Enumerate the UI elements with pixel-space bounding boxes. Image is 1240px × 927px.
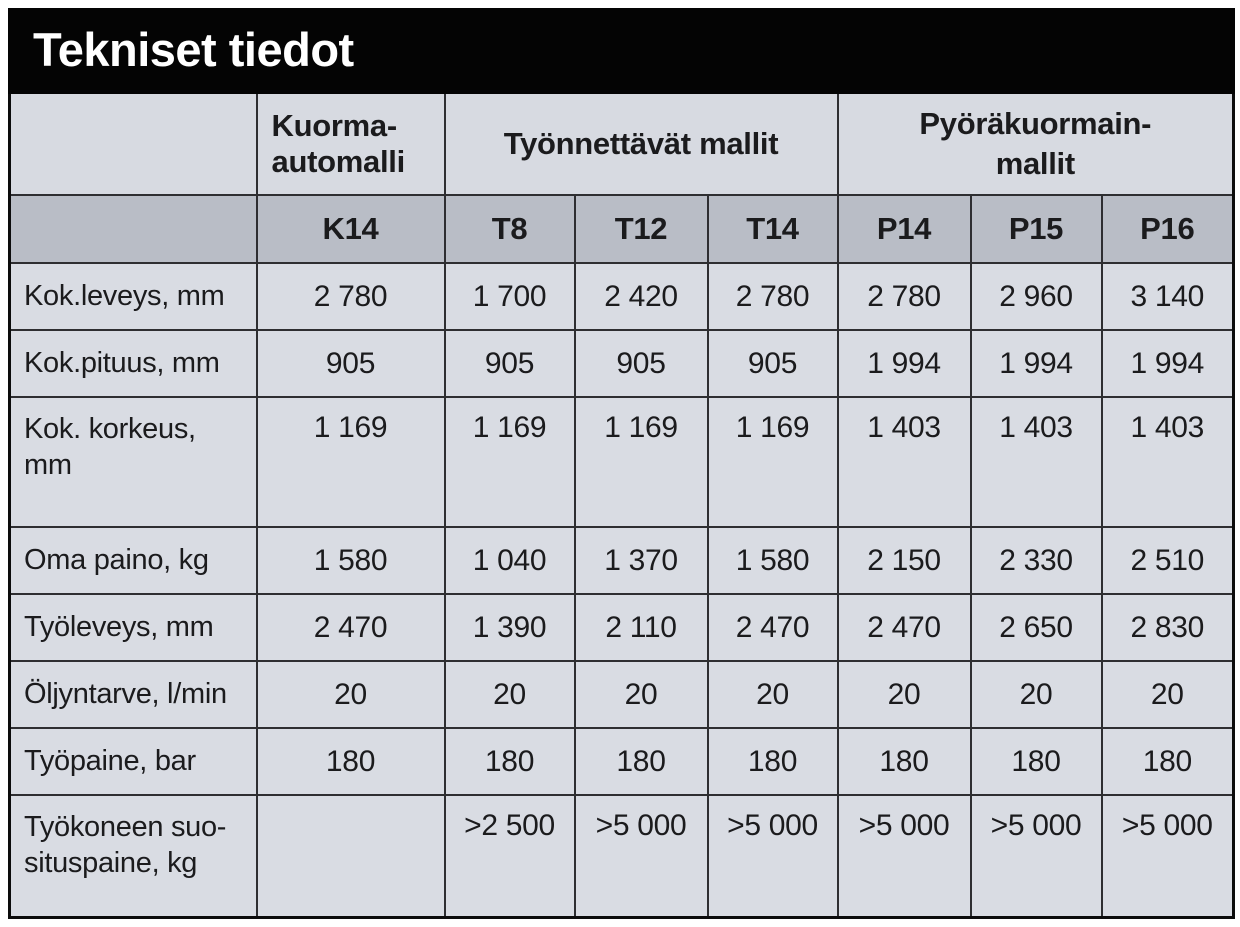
- model-header-p14: P14: [836, 194, 972, 264]
- value-cell: 1 994: [1100, 329, 1235, 398]
- model-header-t8: T8: [443, 194, 576, 264]
- value-cell: 1 040: [443, 526, 576, 595]
- value-cell: 20: [969, 660, 1103, 729]
- value-cell: 1 169: [573, 396, 709, 528]
- value-cell: >5 000: [969, 794, 1103, 919]
- table-row-kok-leveys: Kok.leveys, mm 2 780 1 700 2 420 2 780 2…: [8, 262, 1235, 331]
- value-cell: 1 994: [969, 329, 1103, 398]
- value-cell: 20: [1100, 660, 1235, 729]
- model-header-row: K14 T8 T12 T14 P14 P15 P16: [8, 194, 1235, 264]
- value-cell: 1 370: [573, 526, 709, 595]
- row-label: Työkoneen suo- situspaine, kg: [8, 794, 258, 919]
- value-cell: 2 650: [969, 593, 1103, 662]
- value-cell: 20: [573, 660, 709, 729]
- value-cell: 2 420: [573, 262, 709, 331]
- value-cell: 1 700: [443, 262, 576, 331]
- value-cell: >5 000: [1100, 794, 1235, 919]
- tech-specs-table: Tekniset tiedot Kuorma- automalli Työnne…: [7, 8, 1236, 919]
- row-label: Kok.pituus, mm: [8, 329, 258, 398]
- value-cell: >5 000: [706, 794, 839, 919]
- title-row: Tekniset tiedot: [7, 8, 1236, 94]
- value-cell: 2 330: [969, 526, 1103, 595]
- table-row-tyokoneen-suosituspaine: Työkoneen suo- situspaine, kg >2 500 >5 …: [8, 794, 1235, 919]
- value-cell: >5 000: [836, 794, 972, 919]
- row-label: Kok.leveys, mm: [8, 262, 258, 331]
- value-cell: 1 403: [1100, 396, 1235, 528]
- value-cell: 2 150: [836, 526, 972, 595]
- model-header-p16: P16: [1100, 194, 1235, 264]
- row-label: Työpaine, bar: [8, 727, 258, 796]
- value-cell: 2 470: [255, 593, 446, 662]
- value-cell: 2 960: [969, 262, 1103, 331]
- value-cell-empty: [255, 794, 446, 919]
- value-cell: 20: [255, 660, 446, 729]
- model-header-p15: P15: [969, 194, 1103, 264]
- model-header-t12: T12: [573, 194, 709, 264]
- value-cell: 1 580: [255, 526, 446, 595]
- value-cell: 2 830: [1100, 593, 1235, 662]
- value-cell: 180: [836, 727, 972, 796]
- value-cell: >2 500: [443, 794, 576, 919]
- value-cell: >5 000: [573, 794, 709, 919]
- model-header-k14: K14: [255, 194, 446, 264]
- value-cell: 180: [1100, 727, 1235, 796]
- value-cell: 2 780: [836, 262, 972, 331]
- value-cell: 1 580: [706, 526, 839, 595]
- value-cell: 1 403: [969, 396, 1103, 528]
- table-row-tyoleveys: Työleveys, mm 2 470 1 390 2 110 2 470 2 …: [8, 593, 1235, 662]
- table-row-oljyntarve: Öljyntarve, l/min 20 20 20 20 20 20 20: [8, 660, 1235, 729]
- value-cell: 2 470: [706, 593, 839, 662]
- value-cell: 180: [706, 727, 839, 796]
- value-cell: 1 169: [706, 396, 839, 528]
- value-cell: 2 510: [1100, 526, 1235, 595]
- group-header-kuorma-automalli: Kuorma- automalli: [255, 91, 446, 196]
- value-cell: 20: [706, 660, 839, 729]
- row-label: Työleveys, mm: [8, 593, 258, 662]
- model-header-t14: T14: [706, 194, 839, 264]
- value-cell: 180: [969, 727, 1103, 796]
- value-cell: 180: [443, 727, 576, 796]
- group-header-row: Kuorma- automalli Työnnettävät mallit Py…: [8, 91, 1235, 196]
- table-row-oma-paino: Oma paino, kg 1 580 1 040 1 370 1 580 2 …: [8, 526, 1235, 595]
- value-cell: 180: [573, 727, 709, 796]
- value-cell: 905: [573, 329, 709, 398]
- value-cell: 20: [836, 660, 972, 729]
- value-cell: 2 470: [836, 593, 972, 662]
- value-cell: 2 780: [255, 262, 446, 331]
- value-cell: 905: [706, 329, 839, 398]
- row-label: Öljyntarve, l/min: [8, 660, 258, 729]
- value-cell: 1 169: [255, 396, 446, 528]
- group-header-pyorakuormain-mallit: Pyöräkuormain- mallit: [836, 91, 1235, 196]
- value-cell: 20: [443, 660, 576, 729]
- table-row-kok-korkeus: Kok. korkeus, mm 1 169 1 169 1 169 1 169…: [8, 396, 1235, 528]
- value-cell: 2 110: [573, 593, 709, 662]
- row-label: Kok. korkeus, mm: [8, 396, 258, 528]
- model-corner-blank-cell: [8, 194, 258, 264]
- table-row-kok-pituus: Kok.pituus, mm 905 905 905 905 1 994 1 9…: [8, 329, 1235, 398]
- value-cell: 1 994: [836, 329, 972, 398]
- value-cell: 3 140: [1100, 262, 1235, 331]
- page-title: Tekniset tiedot: [7, 8, 1236, 94]
- table-row-tyopaine: Työpaine, bar 180 180 180 180 180 180 18…: [8, 727, 1235, 796]
- value-cell: 1 390: [443, 593, 576, 662]
- group-header-tyonnettavat-mallit: Työnnettävät mallit: [443, 91, 839, 196]
- value-cell: 1 169: [443, 396, 576, 528]
- value-cell: 905: [443, 329, 576, 398]
- row-label: Oma paino, kg: [8, 526, 258, 595]
- corner-blank-cell: [8, 91, 258, 196]
- value-cell: 2 780: [706, 262, 839, 331]
- value-cell: 1 403: [836, 396, 972, 528]
- value-cell: 180: [255, 727, 446, 796]
- value-cell: 905: [255, 329, 446, 398]
